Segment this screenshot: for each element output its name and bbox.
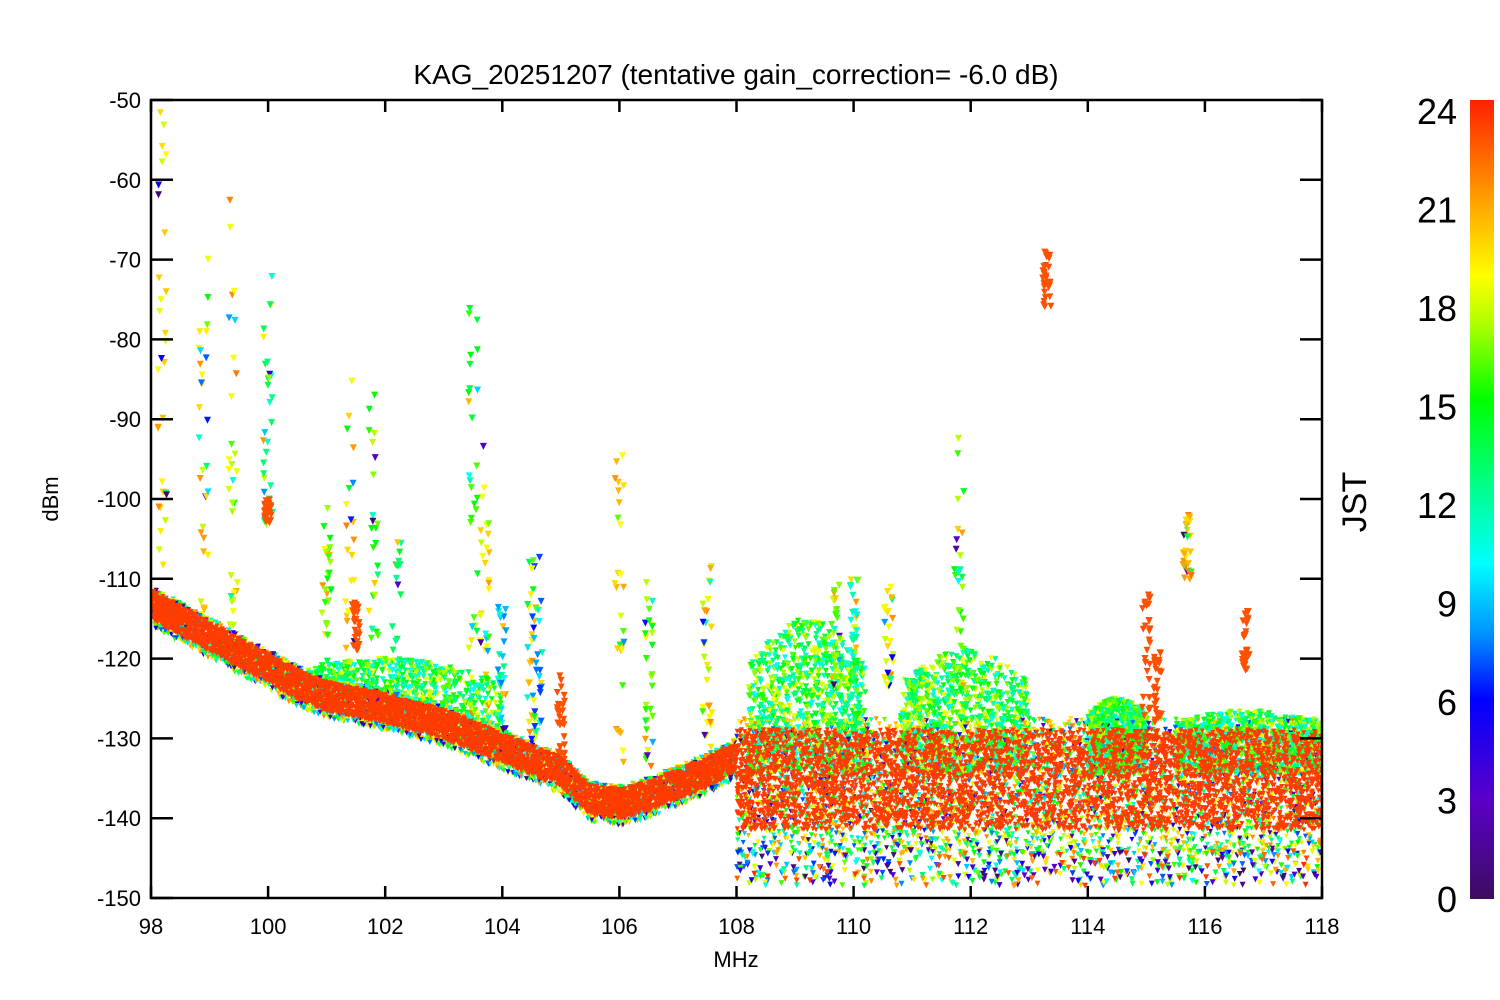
- scatter-points: [1082, 882, 1089, 889]
- scatter-points: [1285, 855, 1291, 861]
- scatter-points: [1111, 875, 1118, 882]
- x-tick-label: 112: [953, 914, 988, 939]
- y-tick-label: -80: [109, 327, 141, 352]
- scatter-points: [151, 589, 1322, 881]
- y-tick-label: -50: [109, 88, 141, 113]
- scatter-points: [744, 859, 751, 866]
- y-tick-label: -100: [97, 487, 141, 512]
- y-tick-label: -140: [97, 806, 141, 831]
- scatter-points: [1252, 876, 1259, 883]
- scatter-points: [1204, 863, 1211, 870]
- scatter-points: [1303, 855, 1310, 862]
- scatter-points: [925, 847, 931, 853]
- scatter-points: [1237, 850, 1244, 857]
- colorbar-tick-label: 3: [1437, 781, 1457, 822]
- scatter-points: [183, 196, 1322, 857]
- scatter-points: [204, 488, 851, 753]
- y-axis-label: dBm: [38, 476, 63, 521]
- y-tick-label: -70: [109, 248, 141, 273]
- colorbar-tick-label: 15: [1417, 387, 1457, 428]
- colorbar-tick-label: 24: [1417, 91, 1457, 132]
- colorbar-tick-label: 9: [1437, 584, 1457, 625]
- scatter-points: [709, 784, 714, 790]
- scatter-points: [197, 379, 797, 876]
- scatter-points: [438, 738, 444, 744]
- y-tick-label: -120: [97, 647, 141, 672]
- scatter-points: [824, 869, 831, 876]
- x-tick-label: 106: [601, 914, 638, 939]
- x-tick-label: 100: [250, 914, 287, 939]
- colorbar: [1470, 100, 1494, 899]
- x-tick-label: 110: [836, 914, 871, 939]
- scatter-points: [1114, 869, 1121, 876]
- x-tick-label: 114: [1070, 914, 1105, 939]
- scatter-points: [499, 726, 507, 733]
- colorbar-tick-label: 18: [1417, 288, 1457, 329]
- x-tick-label: 98: [139, 914, 163, 939]
- scatter-points: [1261, 852, 1268, 858]
- y-tick-label: -150: [97, 886, 141, 911]
- scatter-points: [1057, 852, 1098, 867]
- scatter-points: [1059, 860, 1066, 866]
- x-tick-label: 108: [718, 914, 755, 939]
- x-tick-label: 118: [1304, 914, 1339, 939]
- scatter-points: [1165, 865, 1172, 872]
- colorbar-tick-label: 21: [1417, 190, 1457, 231]
- scatter-points: [945, 855, 952, 862]
- scatter-points: [328, 714, 333, 720]
- y-tick-label: -60: [109, 168, 141, 193]
- colorbar-tick-label: 12: [1417, 485, 1457, 526]
- axis-ticks: 98 100 102 104 106 108 110 112 114 116 118 -50 -60 -7…: [97, 88, 1340, 939]
- scatter-points: [762, 844, 768, 850]
- x-axis-label: MHz: [713, 947, 758, 972]
- scatter-points: [1005, 870, 1041, 887]
- colorbar-tick-label: 0: [1437, 879, 1457, 920]
- scatter-points: [643, 752, 651, 760]
- scatter-points: [274, 479, 785, 773]
- scatter-points: [852, 871, 859, 878]
- scatter-points: [940, 875, 947, 881]
- y-tick-label: -90: [109, 407, 141, 432]
- scatter-points: [248, 472, 1194, 785]
- scatter-points: [842, 852, 849, 859]
- scatter-points: [1175, 838, 1181, 844]
- scatter-points: [997, 869, 1003, 876]
- scatter-points: [1096, 857, 1103, 864]
- scatter-points: [981, 873, 988, 880]
- scatter-points: [1104, 854, 1111, 861]
- y-tick-label: -110: [99, 567, 141, 592]
- data-points: [151, 109, 1322, 889]
- x-tick-label: 102: [367, 914, 404, 939]
- colorbar-tick-label: 6: [1437, 682, 1457, 723]
- scatter-points: [1249, 862, 1256, 869]
- scatter-points: [793, 877, 800, 884]
- scatter-points: [228, 499, 1242, 832]
- scatter-points: [519, 738, 1104, 883]
- scatter-points: [1052, 868, 1059, 875]
- y-tick-label: -130: [97, 726, 141, 751]
- scatter-points: [154, 346, 1304, 880]
- x-tick-label: 116: [1187, 914, 1222, 939]
- scatter-points: [994, 839, 1000, 845]
- chart-title: KAG_20251207 (tentative gain_correction=…: [413, 59, 1058, 90]
- scatter-points: [269, 639, 485, 657]
- x-tick-label: 104: [484, 914, 521, 939]
- scatter-points: [485, 760, 490, 766]
- colorbar-label: JST: [1336, 472, 1374, 532]
- scatter-points: [923, 882, 930, 889]
- scatter-points: [796, 856, 802, 863]
- scatter-points: [452, 746, 458, 752]
- colorbar-ticks: 24 21 18 15 12 9 6 3 0: [1417, 91, 1457, 920]
- scatter-points: [266, 370, 1215, 823]
- scatter-points: [169, 414, 1270, 871]
- scatter-points: [1065, 864, 1072, 871]
